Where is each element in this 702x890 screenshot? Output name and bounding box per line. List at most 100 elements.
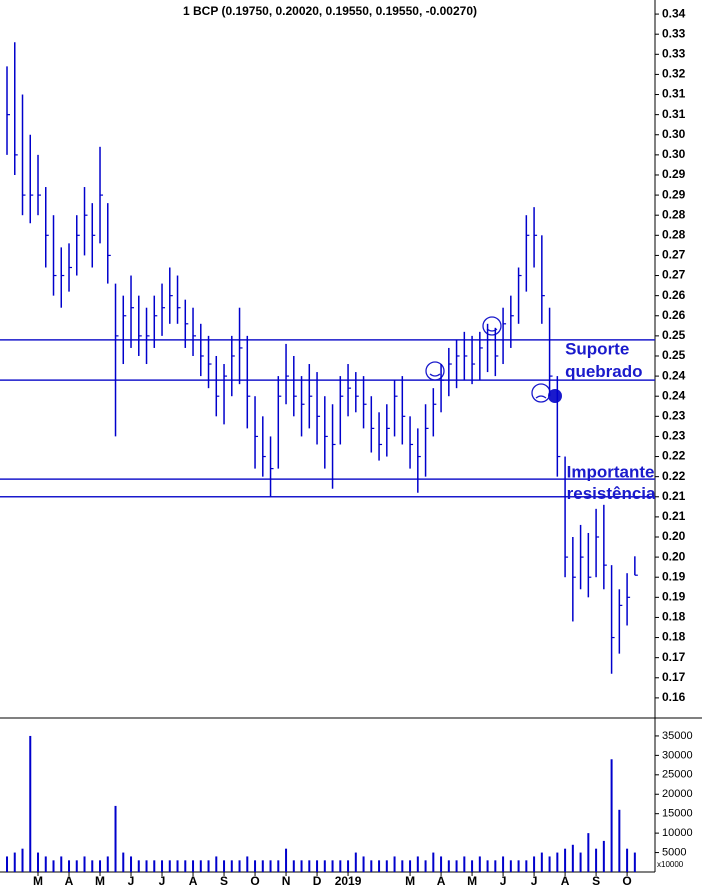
- volume-bar: [370, 860, 373, 872]
- annotation: Importante: [567, 463, 655, 482]
- marker-dot: [548, 389, 562, 403]
- x-tick-label: M: [405, 874, 415, 888]
- y-tick-label: 0.29: [662, 167, 686, 181]
- x-tick-label: A: [561, 874, 570, 888]
- volume-bar: [254, 860, 257, 872]
- y-tick-label: 0.31: [662, 107, 686, 121]
- volume-bar: [393, 856, 396, 872]
- y-tick-label: 0.18: [662, 630, 686, 644]
- volume-tick-label: 30000: [662, 749, 693, 761]
- y-tick-label: 0.31: [662, 87, 686, 101]
- volume-bar: [362, 856, 365, 872]
- y-tick-label: 0.34: [662, 6, 686, 20]
- volume-bar: [153, 860, 156, 872]
- volume-bar: [44, 856, 47, 872]
- annotation: Suporte: [565, 339, 629, 358]
- y-tick-label: 0.17: [662, 670, 686, 684]
- volume-bar: [176, 860, 179, 872]
- volume-bar: [339, 860, 342, 872]
- volume-unit: x10000: [657, 860, 684, 869]
- y-tick-label: 0.19: [662, 569, 686, 583]
- x-tick-label: A: [437, 874, 446, 888]
- y-tick-label: 0.26: [662, 288, 686, 302]
- x-tick-label: M: [33, 874, 43, 888]
- volume-bar: [21, 848, 24, 872]
- volume-bar: [114, 805, 117, 872]
- y-tick-label: 0.33: [662, 26, 686, 40]
- volume-bar: [455, 860, 458, 872]
- y-tick-label: 0.24: [662, 368, 686, 382]
- y-tick-label: 0.25: [662, 328, 686, 342]
- volume-bar: [292, 860, 295, 872]
- y-tick-label: 0.29: [662, 187, 686, 201]
- y-tick-label: 0.22: [662, 449, 686, 463]
- y-tick-label: 0.21: [662, 489, 686, 503]
- volume-bar: [161, 860, 164, 872]
- volume-bar: [316, 860, 319, 872]
- volume-bar: [29, 735, 32, 872]
- volume-bar: [548, 856, 551, 872]
- volume-bar: [556, 852, 559, 872]
- volume-bar: [130, 856, 133, 872]
- x-tick-label: 2019: [335, 874, 362, 888]
- volume-bar: [323, 860, 326, 872]
- y-tick-label: 0.28: [662, 207, 686, 221]
- annotation: quebrado: [565, 362, 642, 381]
- y-tick-label: 0.27: [662, 248, 686, 262]
- volume-bar: [486, 860, 489, 872]
- x-tick-label: J: [500, 874, 507, 888]
- y-tick-label: 0.27: [662, 268, 686, 282]
- x-tick-label: M: [467, 874, 477, 888]
- volume-bar: [83, 856, 86, 872]
- volume-bar: [68, 860, 71, 872]
- volume-bar: [564, 848, 567, 872]
- volume-bar: [145, 860, 148, 872]
- volume-bar: [223, 860, 226, 872]
- price-plot: Suporte quebrado Importante resistência: [0, 42, 655, 674]
- volume-bar: [184, 860, 187, 872]
- y-tick-label: 0.18: [662, 610, 686, 624]
- y-tick-label: 0.22: [662, 469, 686, 483]
- volume-bar: [509, 860, 512, 872]
- volume-tick-label: 10000: [662, 827, 693, 839]
- volume-tick-label: 20000: [662, 788, 693, 800]
- volume-bar: [60, 856, 63, 872]
- volume-bar: [618, 809, 621, 872]
- volume-bar: [540, 852, 543, 872]
- volume-bar: [285, 848, 288, 872]
- y-tick-label: 0.26: [662, 308, 686, 322]
- y-tick-label: 0.33: [662, 46, 686, 60]
- x-tick-label: J: [531, 874, 538, 888]
- y-tick-label: 0.24: [662, 388, 686, 402]
- volume-bar: [269, 860, 272, 872]
- y-tick-label: 0.20: [662, 529, 686, 543]
- y-tick-label: 0.16: [662, 690, 686, 704]
- volume-bar: [122, 852, 125, 872]
- y-tick-label: 0.23: [662, 408, 686, 422]
- volume-bar: [633, 852, 636, 872]
- volume-bar: [385, 860, 388, 872]
- volume-bar: [579, 852, 582, 872]
- volume-bar: [37, 852, 40, 872]
- y-tick-label: 0.23: [662, 429, 686, 443]
- y-tick-label: 0.19: [662, 589, 686, 603]
- volume-bar: [331, 860, 334, 872]
- volume-bar: [409, 860, 412, 872]
- x-tick-label: O: [250, 874, 259, 888]
- volume-bar: [494, 860, 497, 872]
- y-tick-label: 0.21: [662, 509, 686, 523]
- volume-bar: [277, 860, 280, 872]
- volume-bar: [137, 860, 140, 872]
- volume-bar: [432, 852, 435, 872]
- volume-bar: [471, 860, 474, 872]
- x-tick-label: S: [220, 874, 228, 888]
- x-tick-label: M: [95, 874, 105, 888]
- x-tick-label: J: [128, 874, 135, 888]
- volume-bar: [533, 856, 536, 872]
- volume-bar: [517, 860, 520, 872]
- x-tick-label: A: [189, 874, 198, 888]
- volume-tick-label: 35000: [662, 730, 693, 742]
